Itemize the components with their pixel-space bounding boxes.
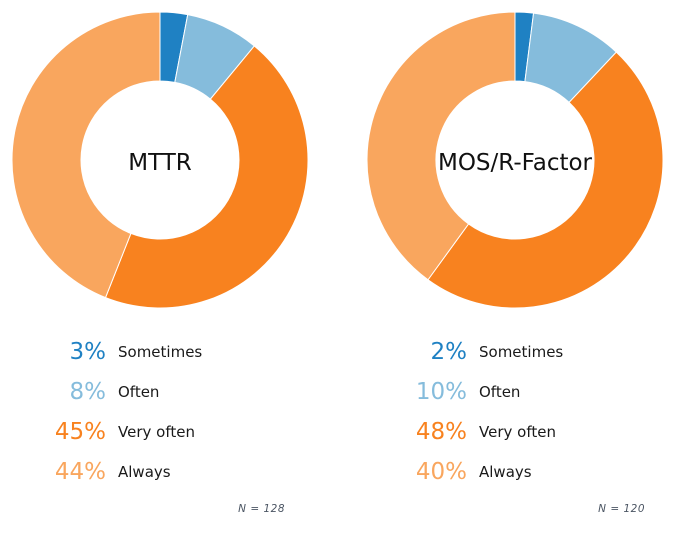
legend-item-always: 40% Always	[391, 452, 671, 492]
legend-item-always: 44% Always	[30, 452, 310, 492]
donut-slice-very-often	[427, 51, 664, 309]
legend-mttr: 3% Sometimes 8% Often 45% Very often 44%…	[30, 332, 310, 492]
legend-percent: 10%	[415, 378, 467, 405]
legend-percent: 3%	[69, 338, 107, 365]
legend-label: Very often	[479, 423, 556, 441]
legend-item-very-often: 45% Very often	[30, 412, 310, 452]
legend-percent: 45%	[54, 418, 106, 445]
legend-mos-r-factor: 2% Sometimes 10% Often 48% Very often 40…	[391, 332, 671, 492]
donut-center-title: MOS/R-Factor	[438, 150, 593, 176]
sample-size-annotation: N = 128	[238, 503, 285, 515]
legend-label: Very often	[118, 423, 195, 441]
legend-percent: 8%	[69, 378, 107, 405]
legend-label: Always	[479, 463, 532, 481]
legend-label: Sometimes	[479, 343, 564, 361]
legend-item-often: 10% Often	[391, 372, 671, 412]
legend-label: Always	[118, 463, 171, 481]
legend-label: Often	[118, 383, 160, 401]
donut-chart-mttr: MTTR	[11, 11, 309, 309]
legend-item-sometimes: 2% Sometimes	[391, 332, 671, 372]
legend-label: Sometimes	[118, 343, 203, 361]
donut-chart-mos-r-factor: MOS/R-Factor	[366, 11, 664, 309]
legend-percent: 2%	[430, 338, 468, 365]
donut-center-title: MTTR	[128, 150, 192, 176]
donut-slice-very-often	[104, 45, 309, 309]
donut-slice-always	[366, 11, 516, 281]
legend-item-often: 8% Often	[30, 372, 310, 412]
legend-item-sometimes: 3% Sometimes	[30, 332, 310, 372]
legend-label: Often	[479, 383, 521, 401]
legend-percent: 48%	[415, 418, 467, 445]
legend-percent: 44%	[54, 458, 106, 485]
sample-size-annotation: N = 120	[598, 503, 645, 515]
legend-item-very-often: 48% Very often	[391, 412, 671, 452]
legend-percent: 40%	[415, 458, 467, 485]
donut-slice-always	[11, 11, 161, 299]
